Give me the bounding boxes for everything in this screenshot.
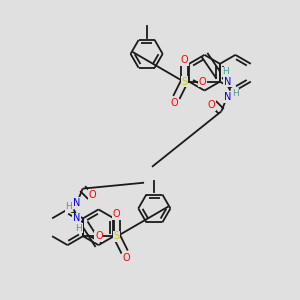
Text: O: O [170,98,178,108]
Text: O: O [181,55,188,65]
Text: O: O [89,190,96,200]
Text: S: S [114,231,120,241]
Text: H: H [65,202,72,211]
Text: O: O [198,76,206,87]
Text: S: S [181,76,187,87]
Text: N: N [73,197,80,208]
Text: N: N [224,92,231,103]
Text: H: H [222,67,229,76]
Text: N: N [224,76,231,87]
Text: O: O [208,100,215,110]
Text: O: O [123,253,130,263]
Text: O: O [113,209,121,219]
Text: N: N [73,213,80,224]
Text: H: H [75,224,82,233]
Text: O: O [95,231,103,241]
Text: H: H [232,89,238,98]
